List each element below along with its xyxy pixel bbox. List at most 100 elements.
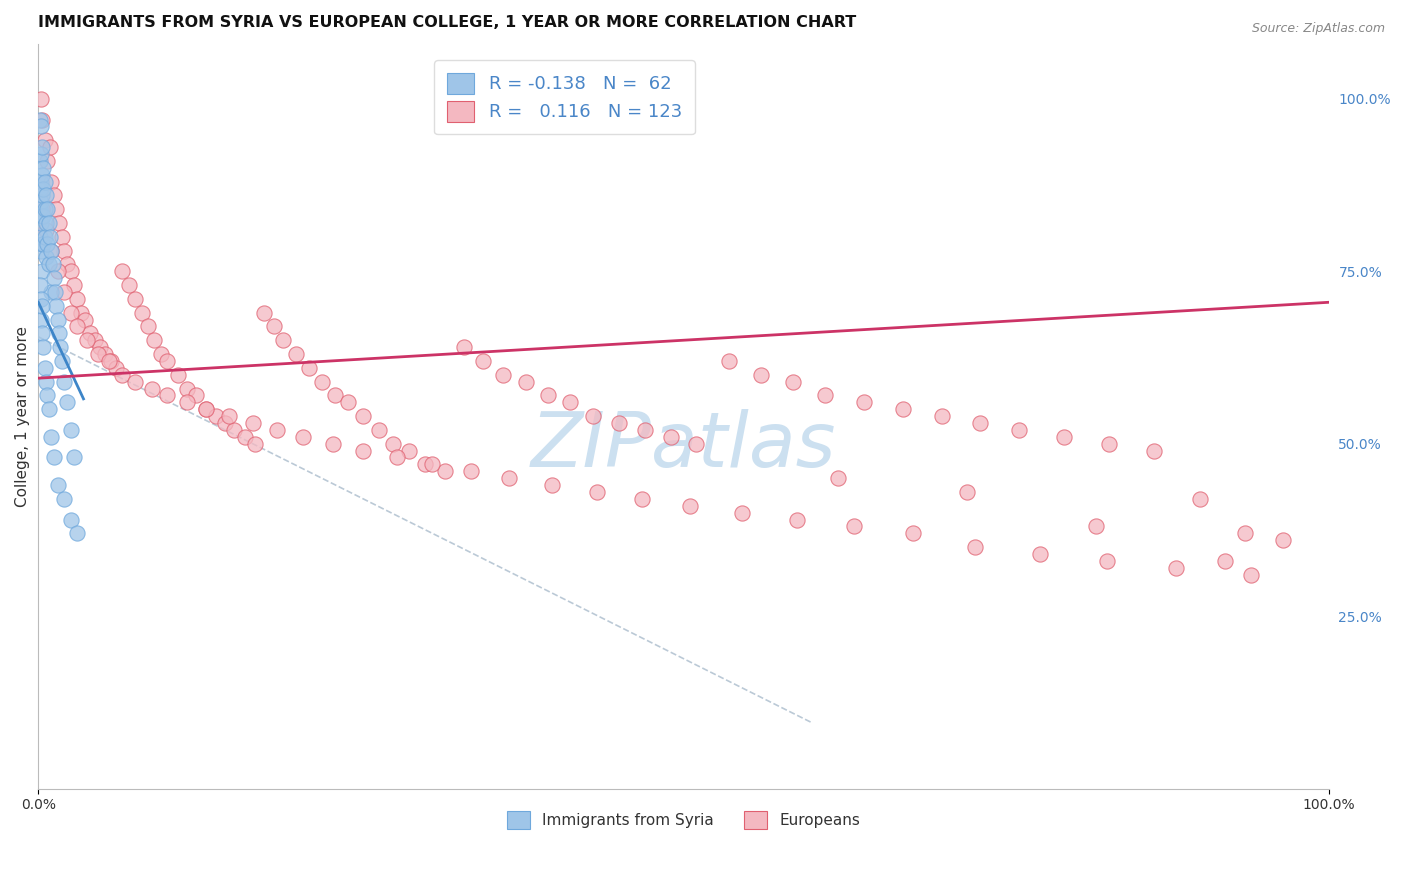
Point — [253, 305, 276, 319]
Point — [53, 285, 76, 299]
Point — [39, 244, 62, 258]
Point — [586, 485, 609, 500]
Point — [541, 478, 564, 492]
Point — [31, 112, 53, 127]
Point — [679, 499, 702, 513]
Point — [39, 140, 62, 154]
Point — [66, 319, 89, 334]
Point — [965, 540, 987, 554]
Point — [195, 402, 218, 417]
Point — [323, 388, 346, 402]
Point — [37, 388, 59, 402]
Point — [39, 244, 62, 258]
Point — [353, 409, 375, 423]
Point — [266, 423, 288, 437]
Point — [31, 188, 53, 202]
Point — [59, 305, 82, 319]
Point — [515, 375, 537, 389]
Point — [685, 436, 707, 450]
Point — [111, 368, 134, 382]
Point — [38, 257, 60, 271]
Point — [39, 285, 62, 299]
Point — [460, 464, 482, 478]
Point — [195, 402, 218, 417]
Point — [136, 319, 159, 334]
Point — [79, 326, 101, 341]
Point — [28, 278, 51, 293]
Point — [1188, 491, 1211, 506]
Point — [453, 340, 475, 354]
Point — [63, 450, 86, 465]
Point — [131, 305, 153, 319]
Point — [184, 388, 207, 402]
Point — [53, 491, 76, 506]
Point — [398, 443, 420, 458]
Point — [891, 402, 914, 417]
Text: Source: ZipAtlas.com: Source: ZipAtlas.com — [1251, 22, 1385, 36]
Point — [492, 368, 515, 382]
Point — [53, 375, 76, 389]
Point — [30, 312, 52, 326]
Point — [498, 471, 520, 485]
Point — [385, 450, 408, 465]
Point — [30, 216, 52, 230]
Point — [243, 436, 266, 450]
Point — [31, 140, 53, 154]
Point — [176, 395, 198, 409]
Point — [537, 388, 560, 402]
Point — [472, 354, 495, 368]
Point — [956, 485, 979, 500]
Point — [34, 133, 56, 147]
Point — [46, 478, 69, 492]
Point — [558, 395, 581, 409]
Point — [311, 375, 333, 389]
Point — [31, 168, 53, 182]
Point — [38, 216, 60, 230]
Point — [118, 278, 141, 293]
Point — [59, 264, 82, 278]
Point — [73, 312, 96, 326]
Point — [420, 458, 443, 472]
Point — [42, 271, 65, 285]
Point — [353, 443, 375, 458]
Point — [224, 423, 246, 437]
Point — [35, 375, 58, 389]
Point — [37, 202, 59, 217]
Point — [32, 161, 55, 175]
Point — [730, 506, 752, 520]
Point — [141, 382, 163, 396]
Point — [786, 512, 808, 526]
Point — [34, 175, 56, 189]
Point — [1095, 554, 1118, 568]
Point — [31, 202, 53, 217]
Point — [1166, 561, 1188, 575]
Point — [30, 120, 52, 134]
Point — [30, 195, 52, 210]
Point — [34, 202, 56, 217]
Point — [66, 526, 89, 541]
Point — [901, 526, 924, 541]
Point — [37, 236, 59, 251]
Point — [28, 153, 51, 168]
Point — [827, 471, 849, 485]
Point — [31, 326, 53, 341]
Point — [84, 333, 107, 347]
Point — [176, 382, 198, 396]
Point — [89, 340, 111, 354]
Point — [205, 409, 228, 423]
Point — [218, 409, 240, 423]
Point — [100, 354, 122, 368]
Point — [368, 423, 391, 437]
Point — [659, 430, 682, 444]
Point — [55, 395, 77, 409]
Point — [214, 416, 236, 430]
Point — [30, 147, 52, 161]
Point — [717, 354, 740, 368]
Point — [31, 299, 53, 313]
Point — [37, 153, 59, 168]
Legend: Immigrants from Syria, Europeans: Immigrants from Syria, Europeans — [499, 804, 868, 837]
Point — [1085, 519, 1108, 533]
Point — [39, 229, 62, 244]
Y-axis label: College, 1 year or more: College, 1 year or more — [15, 326, 30, 507]
Point — [1143, 443, 1166, 458]
